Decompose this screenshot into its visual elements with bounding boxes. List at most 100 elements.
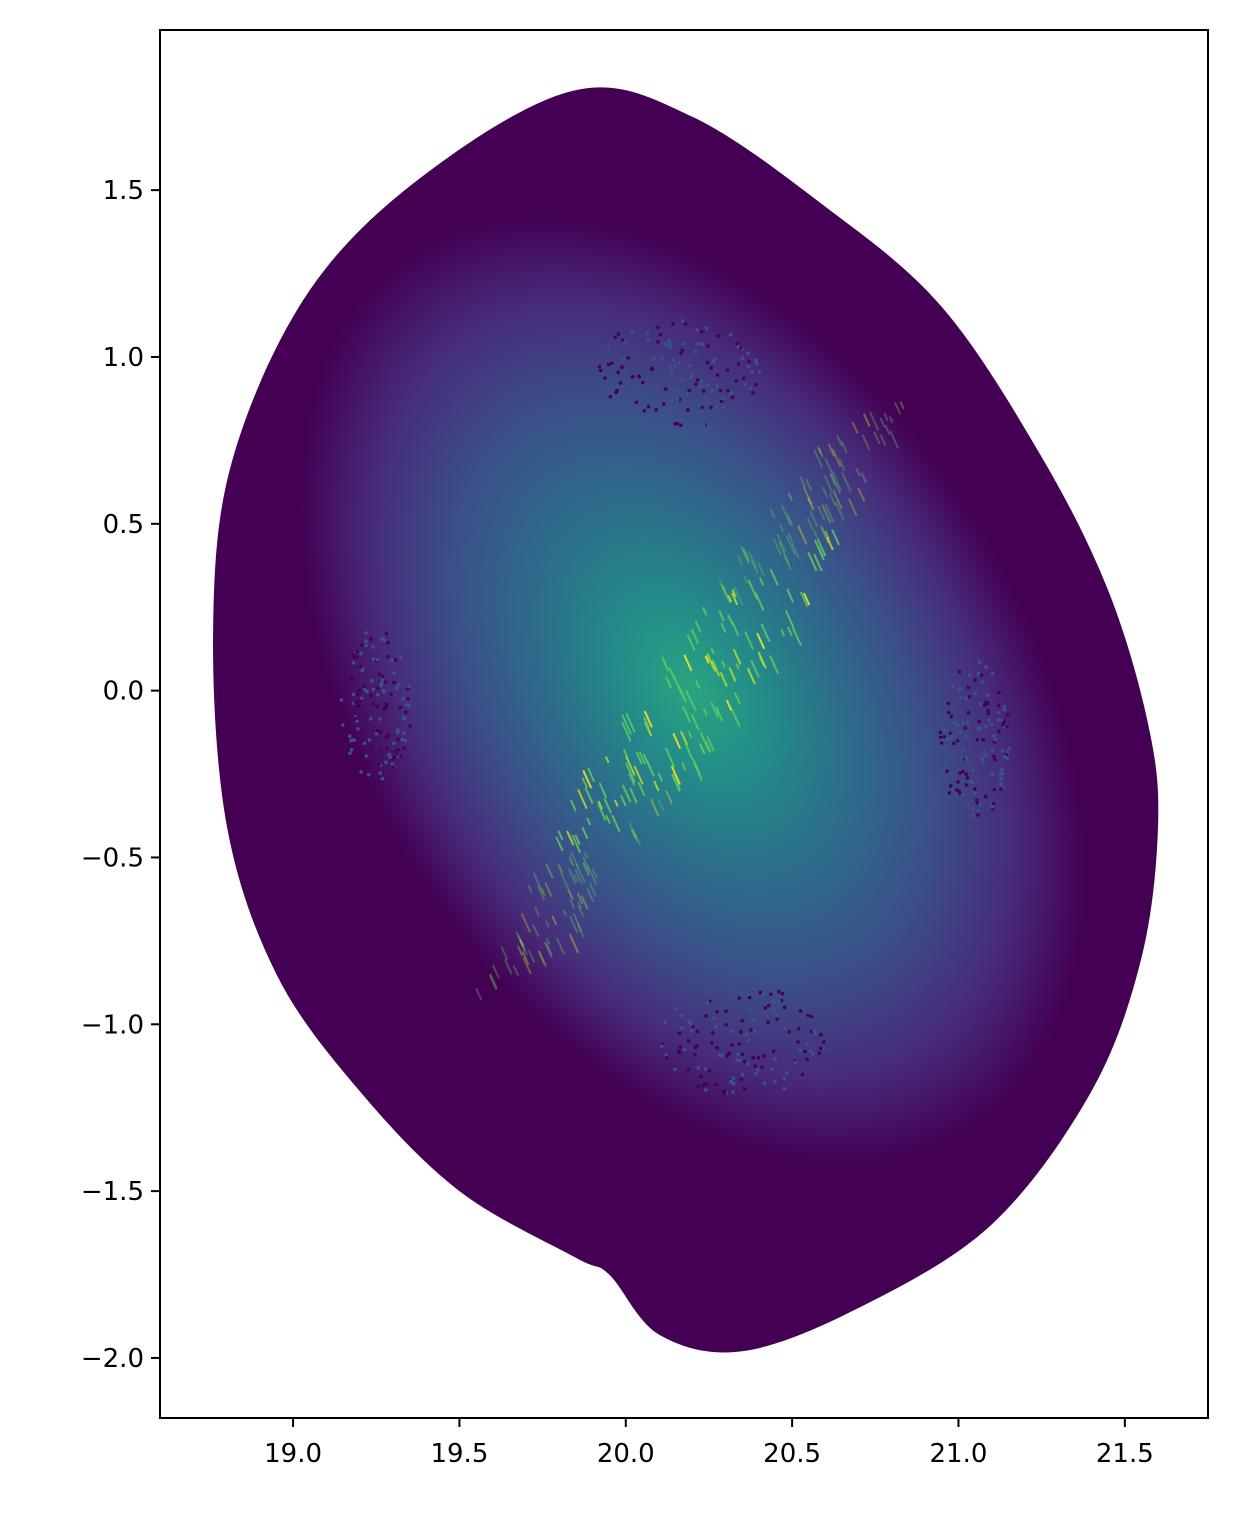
scatter-point: [714, 1082, 719, 1087]
texture-streak: [733, 692, 742, 705]
texture-streak: [824, 457, 833, 474]
scatter-point: [667, 339, 672, 343]
texture-streak: [570, 851, 579, 868]
scatter-point: [687, 363, 692, 368]
texture-streak: [893, 401, 902, 415]
scatter-point: [671, 358, 676, 363]
scatter-point: [354, 655, 359, 659]
scatter-point: [951, 741, 956, 746]
texture-streak: [521, 950, 530, 966]
scatter-point: [710, 1031, 715, 1035]
scatter-point: [958, 771, 962, 775]
scatter-point: [354, 701, 358, 705]
scatter-point: [768, 992, 773, 997]
scatter-point: [987, 718, 991, 722]
scatter-point: [634, 400, 639, 405]
scatter-point: [761, 992, 766, 996]
scatter-point: [729, 1079, 734, 1084]
scatter-point: [957, 669, 962, 674]
scatter-point: [385, 654, 390, 659]
scatter-point: [747, 359, 751, 364]
scatter-point: [356, 703, 361, 708]
scatter-point: [711, 1016, 716, 1021]
texture-streak: [720, 583, 726, 592]
scatter-point: [753, 382, 758, 387]
texture-streak: [574, 868, 583, 885]
scatter-point: [796, 1026, 801, 1031]
y-tick-label: −1.0: [81, 1010, 144, 1040]
scatter-point: [996, 718, 1001, 722]
texture-streak: [889, 430, 900, 449]
scatter-point: [673, 363, 677, 368]
scatter-point: [740, 1018, 745, 1023]
texture-streak: [605, 814, 611, 825]
texture-streak: [690, 628, 700, 644]
y-tick-label: −2.0: [81, 1344, 144, 1374]
scatter-point: [950, 684, 955, 689]
scatter-point: [608, 394, 613, 399]
scatter-point: [359, 770, 363, 774]
scatter-point: [677, 1050, 682, 1055]
texture-streak: [537, 950, 546, 964]
scatter-point: [809, 1014, 814, 1019]
scatter-point: [704, 1082, 708, 1086]
texture-streak: [650, 798, 660, 817]
scatter-point: [975, 737, 980, 742]
texture-streak: [637, 781, 646, 796]
scatter-point: [383, 680, 388, 684]
texture-streak: [632, 830, 642, 846]
scatter-point: [806, 1013, 810, 1018]
scatter-point: [991, 801, 996, 806]
texture-streak: [848, 498, 858, 517]
texture-streak: [555, 937, 565, 955]
texture-streak: [817, 539, 827, 557]
texture-streak: [769, 508, 776, 519]
scatter-point: [771, 1007, 776, 1012]
scatter-point: [365, 764, 369, 769]
scatter-point: [744, 1032, 749, 1037]
scatter-point: [746, 992, 751, 997]
texture-streak: [820, 526, 830, 544]
scatter-point: [739, 1077, 743, 1082]
scatter-point: [623, 340, 627, 345]
scatter-point: [948, 784, 953, 788]
scatter-point: [662, 342, 667, 346]
scatter-point: [729, 1029, 734, 1034]
scatter-point: [668, 364, 672, 369]
scatter-point: [709, 366, 714, 370]
texture-streak: [577, 901, 583, 909]
scatter-point: [941, 725, 946, 729]
scatter-point: [351, 652, 355, 657]
scatter-point: [616, 370, 620, 375]
scatter-point: [821, 1046, 826, 1051]
texture-streak: [747, 579, 759, 600]
texture-streak: [786, 626, 793, 637]
texture-streak: [568, 856, 575, 867]
scatter-point: [805, 1057, 810, 1062]
scatter-point: [696, 1065, 701, 1070]
scatter-point: [669, 399, 674, 404]
scatter-point: [975, 801, 980, 805]
scatter-point: [965, 776, 970, 780]
scatter-point: [819, 1046, 823, 1051]
scatter-point: [772, 1079, 777, 1084]
scatter-point: [362, 687, 367, 692]
scatter-point: [982, 750, 986, 754]
scatter-point: [364, 639, 368, 644]
texture-streak: [686, 634, 696, 652]
texture-streak: [691, 702, 697, 711]
scatter-point: [380, 678, 385, 682]
texture-streak: [672, 674, 684, 696]
texture-streak: [687, 731, 693, 739]
scatter-point: [351, 661, 356, 665]
scatter-point: [950, 755, 954, 760]
texture-streak: [500, 945, 509, 961]
scatter-point: [714, 1024, 718, 1029]
texture-streak: [720, 660, 726, 668]
scatter-point: [375, 704, 380, 709]
scatter-point: [388, 755, 393, 760]
texture-streak: [769, 568, 779, 586]
scatter-point: [691, 406, 696, 411]
scatter-point: [615, 388, 619, 393]
texture-streak: [628, 821, 638, 839]
